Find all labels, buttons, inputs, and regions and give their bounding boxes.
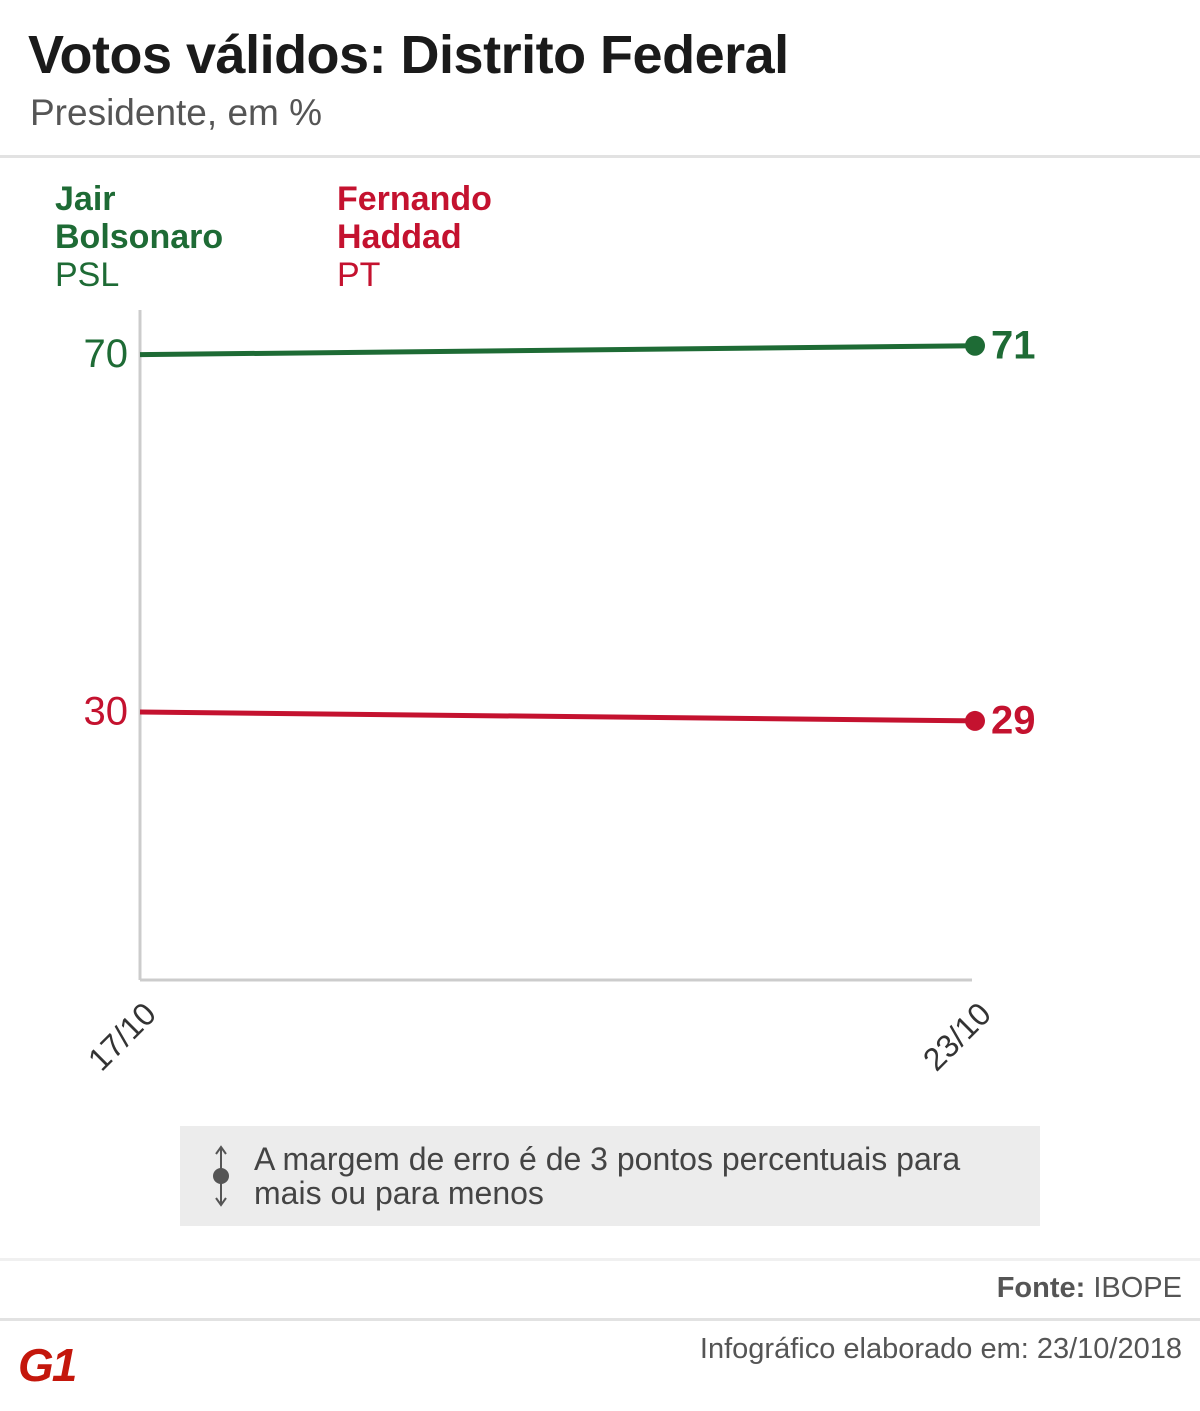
note-box: A margem de erro é de 3 pontos percentua… xyxy=(180,1126,1040,1226)
error-icon xyxy=(213,1145,229,1207)
end-dot xyxy=(965,335,985,356)
line xyxy=(139,343,976,358)
legend-name: Jair Bolsonaro xyxy=(55,180,224,256)
end-label: 71 xyxy=(991,323,1036,367)
end-label: 29 xyxy=(991,698,1036,742)
divider xyxy=(0,1258,1200,1261)
footer: Infográfico elaborado em: 23/10/2018 xyxy=(699,1333,1182,1365)
source: Fonte: IBOPE xyxy=(997,1272,1182,1305)
source-name: IBOPE xyxy=(1093,1272,1182,1304)
divider xyxy=(0,1318,1200,1321)
chart-subtitle: Presidente, em % xyxy=(30,92,323,133)
note-text: A margem de erro é de 3 pontos percentua… xyxy=(254,1141,961,1211)
line xyxy=(139,709,976,724)
x-tick-label: 23/10 xyxy=(916,995,998,1077)
chart-title: Votos válidos: Distrito Federal xyxy=(28,25,789,85)
legend-party: PT xyxy=(337,256,381,294)
divider xyxy=(0,155,1200,158)
start-label: 30 xyxy=(84,690,129,734)
start-label: 70 xyxy=(84,332,129,376)
legend-entry: Fernando Haddad PT xyxy=(337,180,537,294)
logo: G1 xyxy=(18,1339,77,1391)
end-dot xyxy=(965,710,985,731)
legend-name: Fernando Haddad xyxy=(337,180,492,256)
source-label: Fonte: xyxy=(996,1272,1086,1304)
legend-party: PSL xyxy=(55,256,120,294)
x-tick-label: 17/10 xyxy=(81,995,163,1077)
legend-entry: Jair Bolsonaro PSL xyxy=(55,180,255,294)
